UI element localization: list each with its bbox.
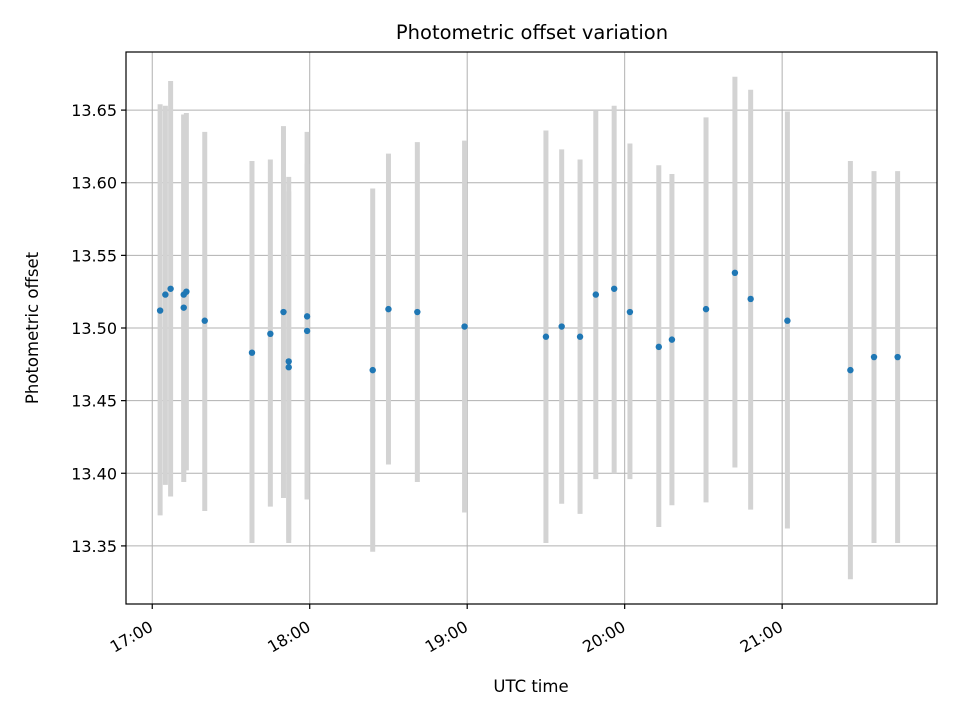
- data-point: [369, 366, 376, 374]
- y-tick-label: 13.45: [71, 392, 117, 411]
- data-point: [303, 327, 311, 335]
- data-points: [156, 269, 901, 374]
- data-point: [267, 330, 274, 338]
- data-point: [285, 358, 292, 365]
- data-point: [162, 291, 169, 298]
- grid: [126, 52, 937, 604]
- y-tick-label: 13.40: [71, 464, 117, 483]
- data-point: [183, 288, 190, 295]
- data-point: [558, 323, 565, 330]
- data-point: [248, 349, 256, 356]
- data-point: [461, 323, 468, 330]
- data-point: [280, 308, 287, 316]
- data-point: [576, 333, 584, 340]
- data-point: [870, 353, 878, 361]
- data-point: [784, 317, 791, 324]
- data-point: [592, 291, 600, 298]
- chart-title: Photometric offset variation: [396, 21, 668, 44]
- x-axis-title: UTC time: [493, 677, 568, 696]
- data-point: [303, 313, 311, 320]
- data-point: [542, 333, 550, 340]
- data-point: [668, 336, 676, 343]
- y-tick-label: 13.55: [71, 246, 117, 265]
- y-tick-label: 13.50: [71, 319, 117, 338]
- data-point: [731, 269, 739, 276]
- data-point: [747, 295, 754, 303]
- data-point: [610, 285, 618, 292]
- y-tick-label: 13.60: [71, 174, 117, 193]
- data-point: [201, 317, 208, 324]
- data-point: [894, 353, 901, 361]
- y-tick-label: 13.65: [71, 101, 117, 120]
- data-point: [385, 305, 392, 313]
- data-point: [285, 364, 292, 371]
- data-point: [180, 304, 187, 311]
- y-axis: 13.35 13.40 13.45 13.50 13.55 13.60 13.65: [71, 101, 126, 556]
- data-point: [167, 285, 174, 292]
- data-point: [847, 366, 854, 374]
- y-axis-title: Photometric offset: [23, 251, 42, 404]
- data-point: [156, 307, 164, 314]
- data-point: [414, 308, 421, 316]
- data-point: [626, 308, 634, 316]
- data-point: [655, 343, 662, 351]
- data-point: [702, 305, 710, 313]
- y-tick-label: 13.35: [71, 537, 117, 556]
